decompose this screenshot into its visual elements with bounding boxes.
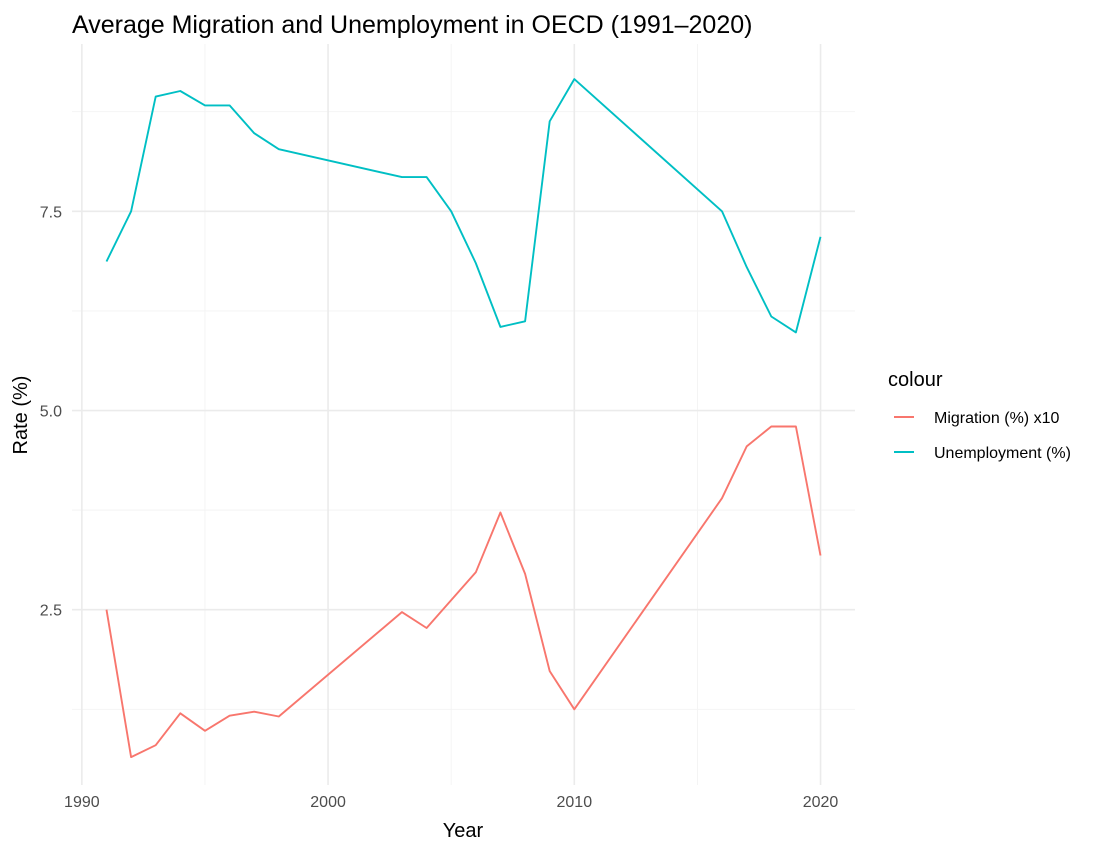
major-y-gridlines (72, 210, 855, 611)
major-x-gridlines (81, 44, 822, 785)
legend-label-unemployment: Unemployment (%) (934, 445, 1071, 462)
series-line-migration (105, 425, 822, 759)
y-tick-label: 5.0 (40, 404, 62, 421)
x-tick-label: 2000 (310, 794, 346, 811)
series-line-unemployment (105, 78, 822, 334)
legend-item-unemployment: Unemployment (%) (894, 445, 1071, 462)
x-tick-label: 1990 (64, 794, 100, 811)
y-axis-title: Rate (%) (10, 376, 32, 455)
chart-title: Average Migration and Unemployment in OE… (72, 11, 752, 39)
y-axis-tick-labels: 2.5 5.0 7.5 (40, 204, 62, 619)
legend-label-migration: Migration (%) x10 (934, 410, 1059, 427)
x-axis-title: Year (443, 820, 484, 842)
y-tick-label: 2.5 (40, 603, 62, 620)
legend-title: colour (888, 369, 943, 391)
minor-y-gridlines (72, 111, 855, 710)
series-lines (105, 78, 822, 759)
legend-item-migration: Migration (%) x10 (894, 410, 1059, 427)
x-tick-label: 2020 (803, 794, 839, 811)
x-axis-tick-labels: 1990 2000 2010 2020 (64, 794, 838, 811)
minor-x-gridlines (204, 44, 698, 785)
y-tick-label: 7.5 (40, 204, 62, 221)
x-tick-label: 2010 (557, 794, 593, 811)
legend: colour Migration (%) x10 Unemployment (%… (888, 369, 1071, 462)
